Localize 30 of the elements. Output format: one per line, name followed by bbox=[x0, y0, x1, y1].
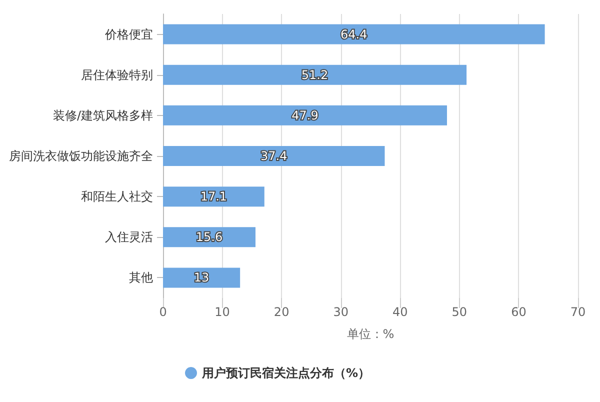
x-tick-label: 70 bbox=[570, 305, 586, 319]
x-tick-label: 40 bbox=[392, 305, 408, 319]
data-label: 37.4 bbox=[260, 149, 288, 163]
y-tick-label: 其他 bbox=[129, 270, 153, 285]
data-label: 15.6 bbox=[196, 230, 223, 244]
x-tick-label: 10 bbox=[214, 305, 230, 319]
y-tick-label: 价格便宜 bbox=[104, 27, 153, 42]
y-tick-label: 入住灵活 bbox=[105, 230, 153, 244]
bar bbox=[163, 146, 385, 166]
legend-label: 用户预订民宿关注点分布（%） bbox=[201, 366, 370, 380]
data-label: 51.2 bbox=[301, 68, 328, 82]
bar bbox=[163, 24, 545, 44]
y-tick-label: 居住体验特别 bbox=[81, 68, 153, 82]
data-label: 13 bbox=[194, 270, 210, 285]
x-tick-label: 30 bbox=[333, 305, 348, 319]
bar bbox=[163, 64, 467, 85]
x-tick-label: 20 bbox=[274, 305, 290, 319]
x-axis-title: 单位：% bbox=[346, 327, 394, 341]
data-label: 47.9 bbox=[292, 108, 318, 122]
x-tick-label: 60 bbox=[511, 305, 526, 319]
bar bbox=[163, 186, 264, 207]
y-tick-label: 和陌生人社交 bbox=[81, 190, 153, 204]
data-label: 17.1 bbox=[200, 190, 228, 204]
y-tick-label: 装修/建筑风格多样 bbox=[52, 108, 153, 122]
x-tick-label: 50 bbox=[452, 305, 468, 319]
bar bbox=[163, 105, 447, 126]
bar bbox=[163, 268, 240, 288]
x-tick-label: 0 bbox=[159, 305, 167, 319]
data-label: 64.4 bbox=[340, 27, 368, 42]
y-tick-label: 房间洗衣做饭功能设施齐全 bbox=[9, 149, 153, 163]
